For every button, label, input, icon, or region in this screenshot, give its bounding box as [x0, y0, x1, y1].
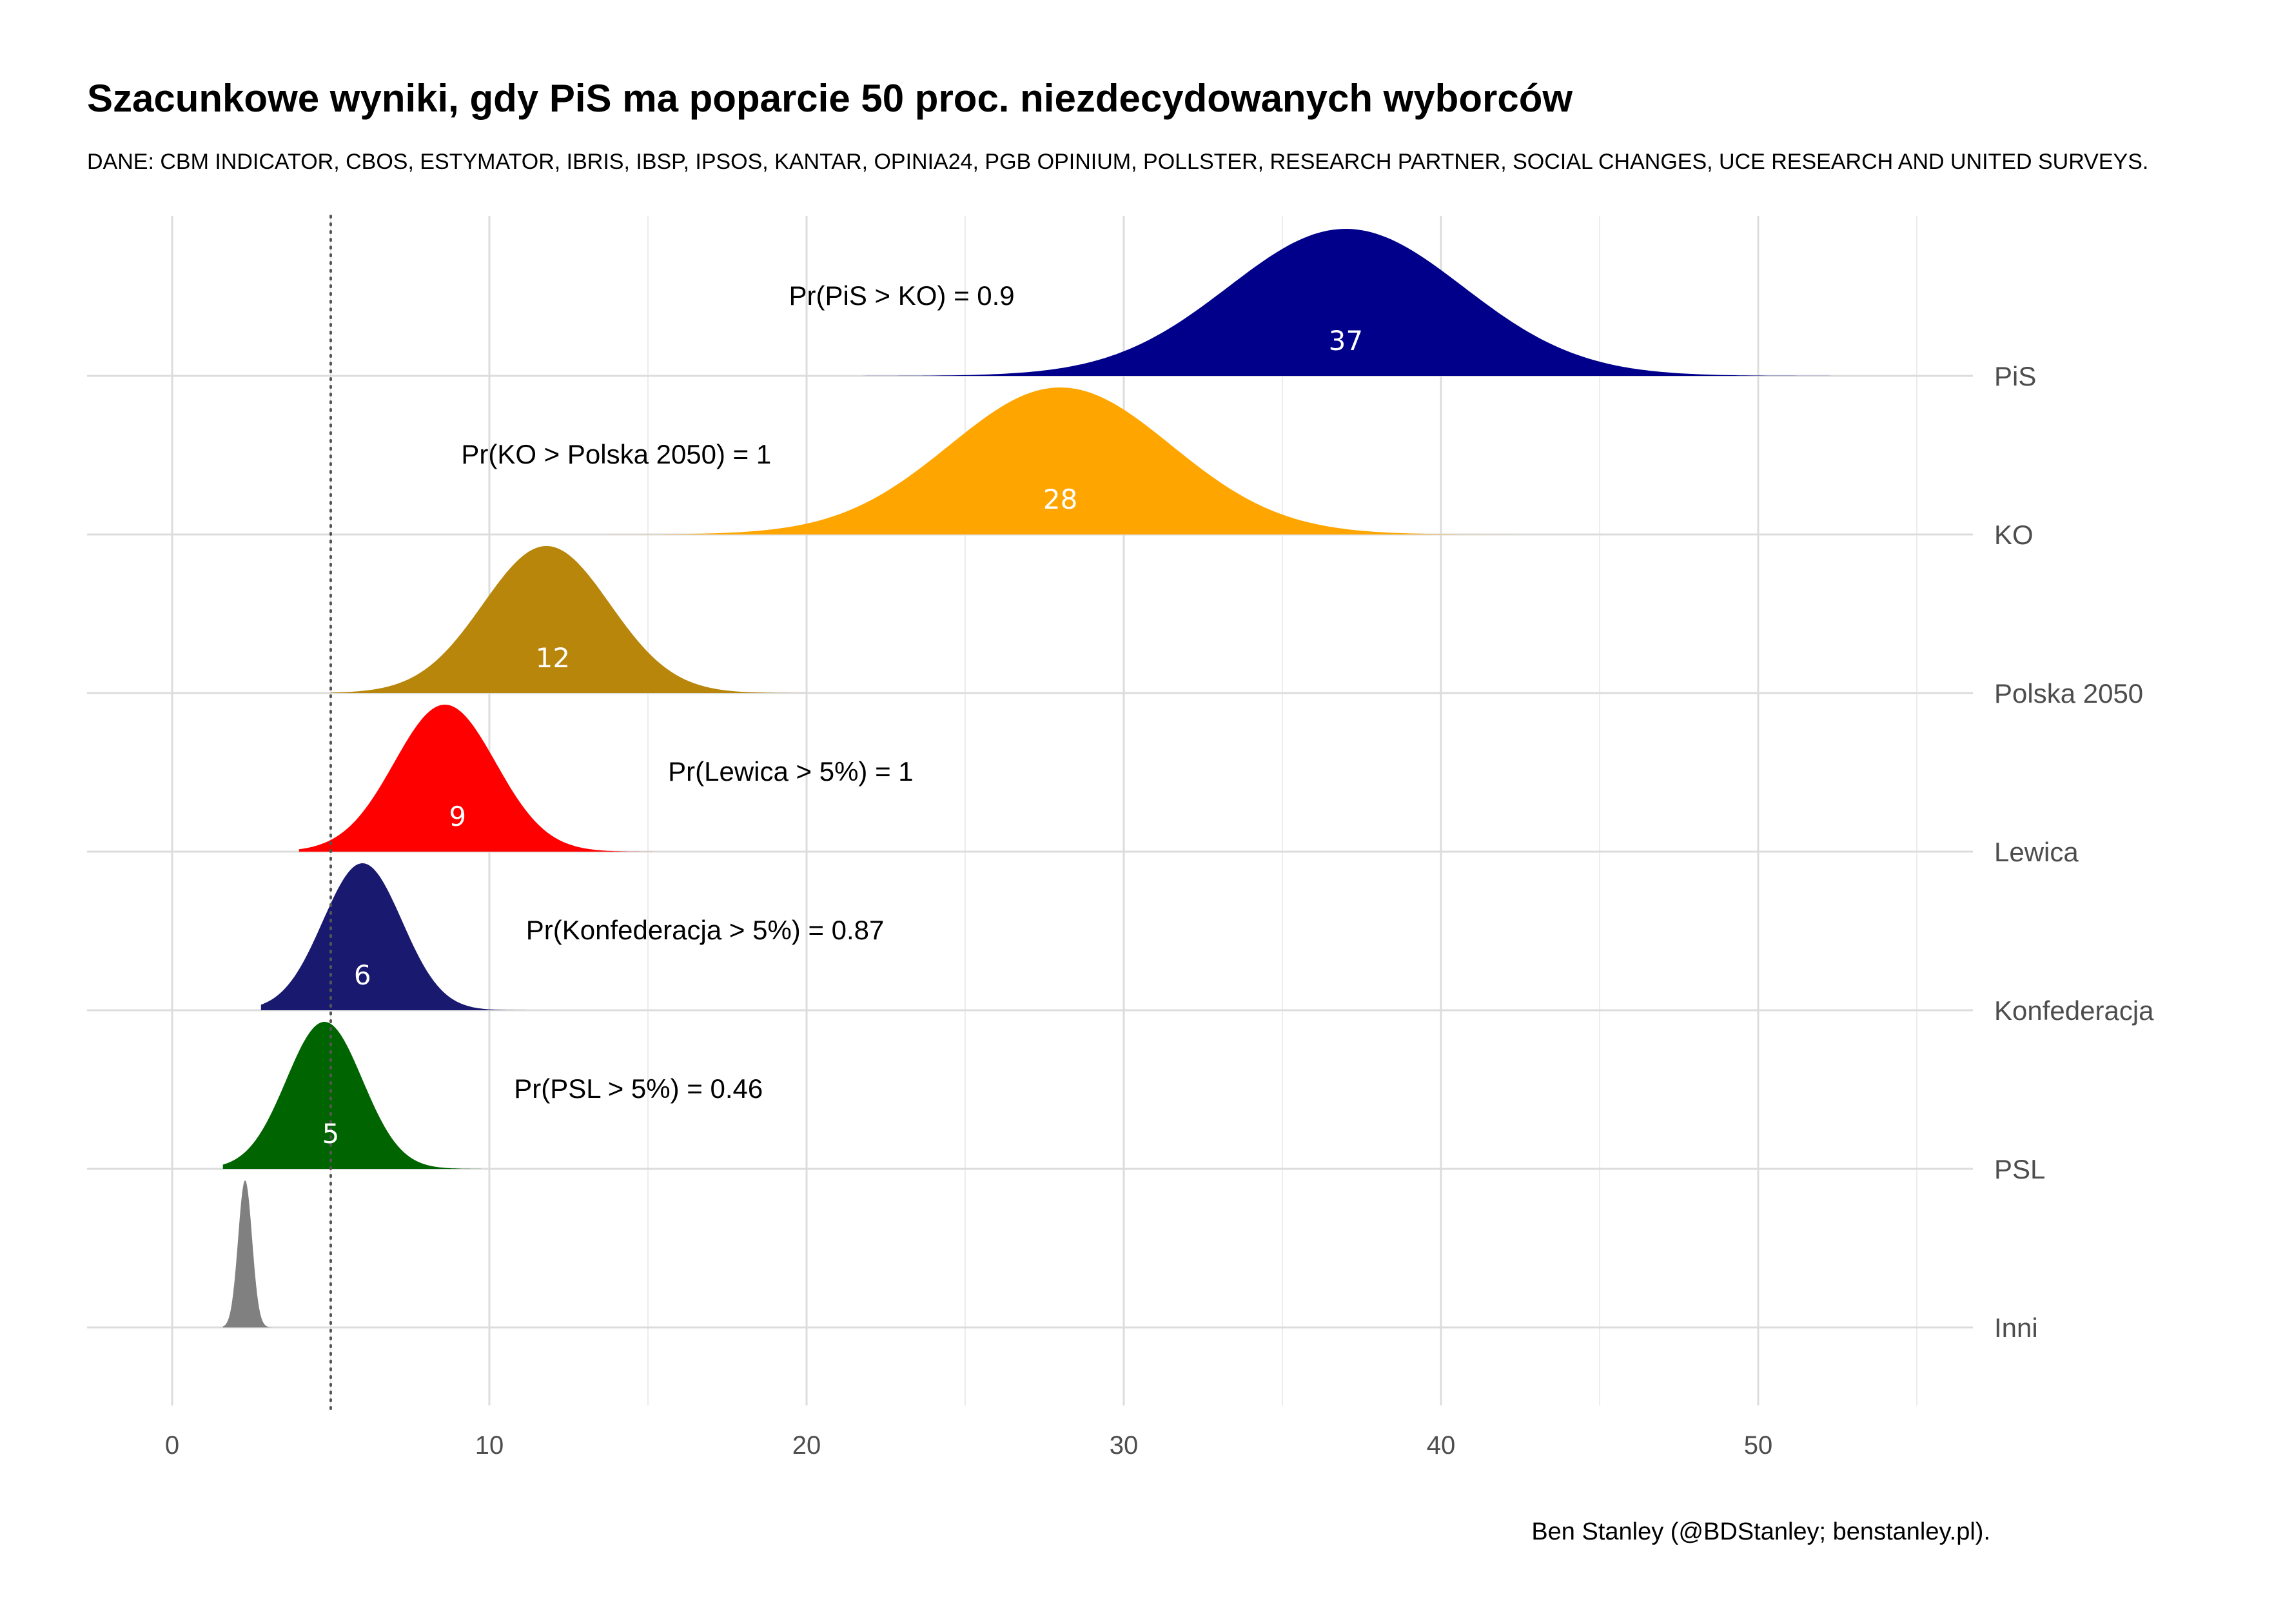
x-tick-label: 30 — [1110, 1431, 1139, 1460]
mean-label-konfederacja: 6 — [354, 959, 371, 991]
probability-label-psl: Pr(PSL > 5%) = 0.46 — [514, 1073, 763, 1104]
x-tick-label: 20 — [792, 1431, 821, 1460]
mean-label-pis: 37 — [1329, 325, 1363, 357]
probability-label-lewica: Pr(Lewica > 5%) = 1 — [668, 756, 914, 787]
ridge-polska-2050 — [331, 546, 839, 693]
category-label-polska-2050: Polska 2050 — [1994, 678, 2143, 709]
probability-label-ko: Pr(KO > Polska 2050) = 1 — [461, 439, 771, 469]
probability-label-pis: Pr(PiS > KO) = 0.9 — [789, 280, 1015, 311]
ridge-pis — [822, 229, 1901, 376]
ridge-lewica — [299, 705, 743, 852]
mean-label-ko: 28 — [1043, 484, 1077, 515]
ridge-psl — [222, 1022, 522, 1169]
chart-title: Szacunkowe wyniki, gdy PiS ma poparcie 5… — [87, 77, 1573, 120]
category-label-pis: PiS — [1994, 361, 2036, 391]
ridge-konfederacja — [260, 863, 616, 1010]
x-tick-label: 50 — [1744, 1431, 1773, 1460]
ridge-ko — [584, 387, 1568, 534]
mean-label-psl: 5 — [322, 1118, 340, 1150]
category-label-psl: PSL — [1994, 1154, 2045, 1184]
mean-label-lewica: 9 — [449, 801, 466, 832]
category-label-konfederacja: Konfederacja — [1994, 995, 2154, 1026]
mean-label-polska-2050: 12 — [536, 642, 570, 674]
chart-caption: Ben Stanley (@BDStanley; benstanley.pl). — [1531, 1518, 1990, 1545]
x-tick-label: 10 — [475, 1431, 504, 1460]
category-label-inni: Inni — [1994, 1313, 2038, 1343]
category-label-lewica: Lewica — [1994, 837, 2079, 867]
ridge-inni — [222, 1180, 274, 1327]
x-tick-label: 0 — [165, 1431, 179, 1460]
ridge-layer — [222, 229, 1901, 1327]
label-layer: 37 PiS Pr(PiS > KO) = 0.9 28 KO Pr(KO > Polsk… — [165, 280, 2154, 1460]
category-label-ko: KO — [1994, 520, 2034, 550]
chart-subtitle: DANE: CBM INDICATOR, CBOS, ESTYMATOR, IB… — [87, 150, 2149, 174]
probability-label-konfederacja: Pr(Konfederacja > 5%) = 0.87 — [526, 915, 885, 945]
x-tick-label: 40 — [1427, 1431, 1456, 1460]
grid-layer — [87, 216, 1973, 1405]
